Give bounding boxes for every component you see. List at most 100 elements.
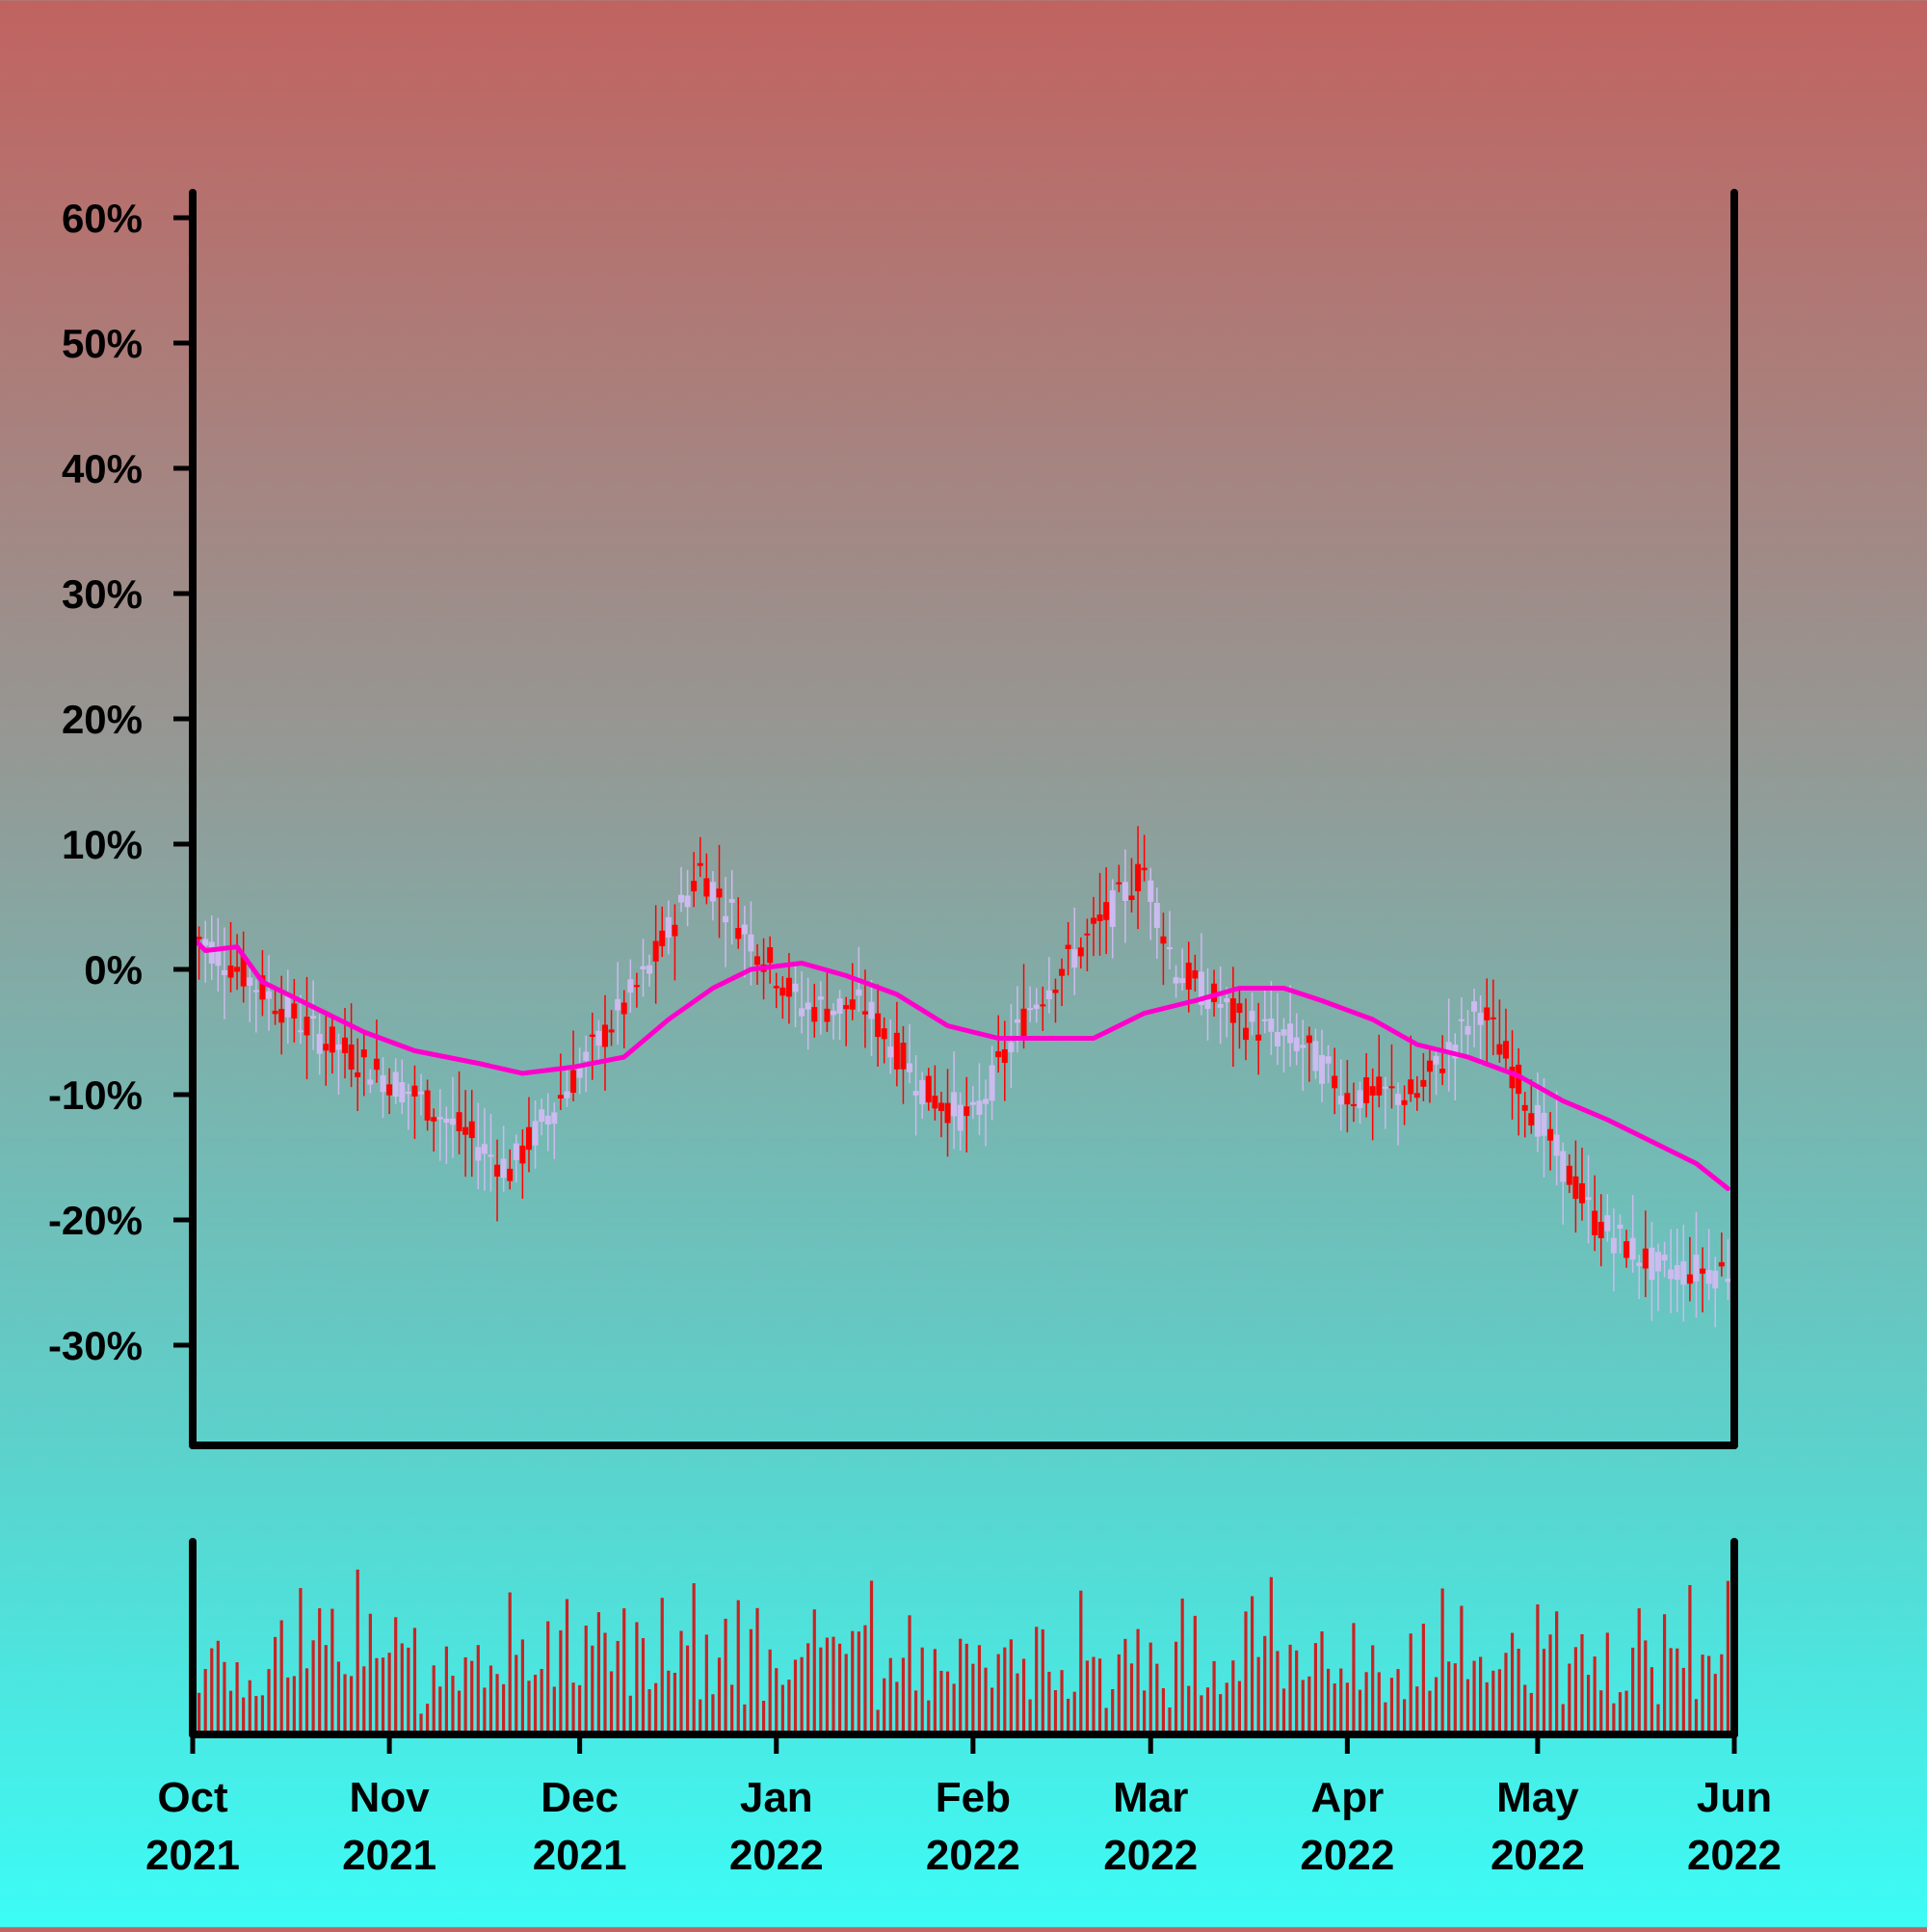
- candle-body: [1229, 998, 1236, 1023]
- candle-body: [1668, 1269, 1675, 1280]
- candle-body: [1363, 1077, 1370, 1103]
- candle-body: [475, 1147, 482, 1161]
- candle-body: [684, 895, 691, 908]
- volume-bar: [1148, 1642, 1152, 1734]
- candle-body: [519, 1145, 526, 1164]
- volume-bar: [267, 1669, 271, 1734]
- candle-body: [1192, 970, 1199, 979]
- candle-body: [1300, 1045, 1307, 1048]
- candle-body: [969, 1101, 976, 1105]
- candle-body: [539, 1109, 545, 1123]
- volume-bar: [488, 1665, 493, 1734]
- x-tick-label-year: 2022: [1103, 1832, 1198, 1879]
- volume-bar: [857, 1631, 860, 1734]
- volume-bar: [1428, 1690, 1432, 1734]
- volume-bar: [502, 1683, 506, 1734]
- volume-bar: [952, 1683, 956, 1734]
- candles: [190, 826, 1731, 1328]
- volume-bars: [191, 1569, 1730, 1734]
- candle-body: [1166, 947, 1173, 950]
- candle-body: [284, 993, 291, 1018]
- volume-bar: [959, 1638, 963, 1734]
- volume-bar: [1060, 1670, 1064, 1734]
- volume-bar: [793, 1659, 798, 1734]
- candle-body: [1395, 1094, 1402, 1105]
- candle-body: [615, 998, 621, 1011]
- candle-body: [1204, 997, 1211, 1010]
- volume-bar: [908, 1615, 911, 1734]
- volume-bar: [704, 1634, 708, 1734]
- volume-bar: [242, 1697, 246, 1734]
- volume-bar: [476, 1645, 480, 1734]
- volume-bar: [1200, 1695, 1203, 1734]
- candle-body: [620, 1002, 627, 1015]
- volume-bar: [1460, 1605, 1464, 1734]
- candle-body: [507, 1168, 514, 1181]
- candle-body: [983, 1098, 990, 1104]
- volume-bar: [1637, 1608, 1641, 1734]
- volume-bar: [1193, 1615, 1197, 1734]
- price-panel: 60% 50% 40% 30% 20% 10% 0% -10% -20% -30%: [48, 189, 1738, 1449]
- candle-body: [436, 1117, 443, 1120]
- volume-bar: [635, 1622, 639, 1734]
- candle-body: [1325, 1056, 1332, 1064]
- volume-bar: [1364, 1672, 1368, 1734]
- volume-bar: [407, 1647, 410, 1734]
- candle-body: [1521, 1104, 1528, 1111]
- candle-body: [304, 1017, 310, 1036]
- candle-body: [1534, 1104, 1541, 1137]
- candle-body: [1332, 1075, 1338, 1089]
- candle-body: [1408, 1079, 1414, 1095]
- candle-body: [481, 1144, 488, 1154]
- candle-body: [665, 916, 672, 939]
- volume-bar: [1016, 1673, 1019, 1734]
- volume-bar: [743, 1704, 747, 1734]
- volume-bar: [203, 1669, 207, 1734]
- volume-bar: [362, 1666, 366, 1734]
- candle-body: [1604, 1215, 1611, 1231]
- volume-bar: [838, 1643, 842, 1734]
- candle-body: [627, 979, 634, 993]
- candle-body: [544, 1115, 551, 1125]
- volume-bar: [1143, 1690, 1147, 1734]
- volume-bar: [1681, 1667, 1685, 1734]
- volume-bar: [197, 1692, 201, 1734]
- volume-bar: [761, 1701, 766, 1734]
- candle-body: [1020, 1008, 1027, 1037]
- volume-bar: [920, 1647, 924, 1734]
- volume-bar: [1079, 1590, 1083, 1734]
- candle-body: [1312, 1041, 1319, 1072]
- candle-body: [449, 1118, 456, 1125]
- candle-body: [208, 941, 215, 964]
- x-tick-label-month: Mar: [1113, 1774, 1188, 1821]
- volume-bar: [1129, 1663, 1134, 1734]
- candle-body: [494, 1164, 501, 1178]
- volume-bar: [1720, 1654, 1724, 1734]
- candle-body: [1148, 880, 1154, 903]
- candle-body: [1541, 1112, 1547, 1136]
- candle-body: [824, 1008, 831, 1022]
- volume-bar: [1536, 1604, 1540, 1734]
- candle-body: [1040, 1004, 1046, 1007]
- volume-bar: [603, 1632, 607, 1734]
- candle-body: [1718, 1261, 1725, 1267]
- candle-body: [964, 1106, 970, 1117]
- x-tick-label-year: 2022: [1491, 1832, 1585, 1879]
- volume-bar: [552, 1686, 556, 1734]
- volume-bar: [616, 1640, 620, 1734]
- volume-bar: [1053, 1690, 1058, 1734]
- candle-body: [703, 878, 710, 897]
- candle-body: [468, 1121, 475, 1139]
- volume-bar: [1307, 1676, 1311, 1734]
- candle-body: [329, 1026, 335, 1053]
- candle-body: [367, 1079, 374, 1085]
- candle-body: [735, 928, 742, 940]
- volume-bar: [1465, 1679, 1470, 1734]
- volume-bar: [336, 1661, 341, 1734]
- volume-bar: [749, 1628, 753, 1734]
- candle-body: [944, 1102, 951, 1124]
- candle-body: [525, 1126, 532, 1151]
- volume-bar: [825, 1637, 830, 1734]
- volume-bar: [1219, 1694, 1223, 1734]
- volume-bar: [1472, 1660, 1476, 1734]
